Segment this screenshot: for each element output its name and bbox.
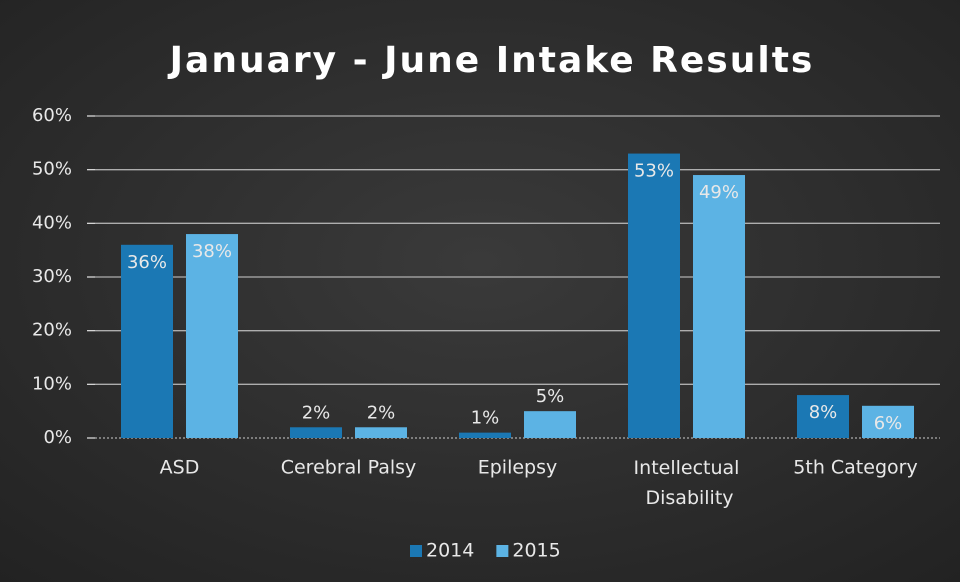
y-tick-label: 0% bbox=[43, 427, 72, 448]
x-tick-label-line: Intellectual bbox=[634, 457, 740, 479]
x-tick-label-line: Disability bbox=[639, 487, 733, 509]
legend: 2014 2015 bbox=[410, 540, 561, 562]
x-tick-label: 5th Category bbox=[793, 457, 917, 479]
x-tick-label: ASD bbox=[160, 457, 200, 479]
value-label: 6% bbox=[874, 413, 903, 434]
bars bbox=[121, 153, 914, 439]
bar bbox=[186, 234, 238, 438]
bar bbox=[693, 175, 745, 439]
bar bbox=[524, 411, 576, 438]
bar bbox=[121, 244, 173, 438]
value-label: 1% bbox=[471, 408, 500, 429]
x-tick-label: Intellectual Disability bbox=[634, 457, 740, 509]
bar bbox=[628, 153, 680, 439]
value-label: 38% bbox=[192, 241, 232, 262]
value-label: 5% bbox=[536, 386, 565, 407]
y-tick-label: 50% bbox=[32, 159, 72, 180]
y-tick-label: 60% bbox=[32, 105, 72, 126]
bar bbox=[355, 427, 407, 438]
bar bbox=[862, 405, 914, 438]
value-label: 2% bbox=[302, 402, 331, 423]
labels: 0% 10% 20% 30% 40% 50% 60% ASD 36% 38% Cerebral Pa… bbox=[32, 105, 918, 509]
value-label: 53% bbox=[634, 161, 674, 182]
legend-swatch bbox=[496, 545, 509, 557]
legend-label: 2015 bbox=[512, 540, 560, 562]
x-tick-label: Epilepsy bbox=[478, 457, 558, 479]
legend-swatch bbox=[410, 545, 422, 557]
y-tick-label: 20% bbox=[32, 320, 72, 341]
value-label: 2% bbox=[367, 402, 396, 423]
legend-label: 2014 bbox=[426, 540, 474, 562]
y-tick-label: 10% bbox=[32, 373, 72, 394]
y-tick-label: 30% bbox=[32, 266, 72, 287]
value-label: 8% bbox=[809, 402, 838, 423]
chart-title: January - June Intake Results bbox=[167, 40, 815, 81]
value-label: 49% bbox=[699, 182, 739, 203]
value-label: 36% bbox=[127, 252, 167, 273]
x-tick-label: Cerebral Palsy bbox=[281, 457, 417, 479]
bar bbox=[797, 395, 849, 438]
bar bbox=[459, 432, 511, 438]
y-tick-label: 40% bbox=[32, 212, 72, 233]
bar bbox=[290, 427, 342, 438]
